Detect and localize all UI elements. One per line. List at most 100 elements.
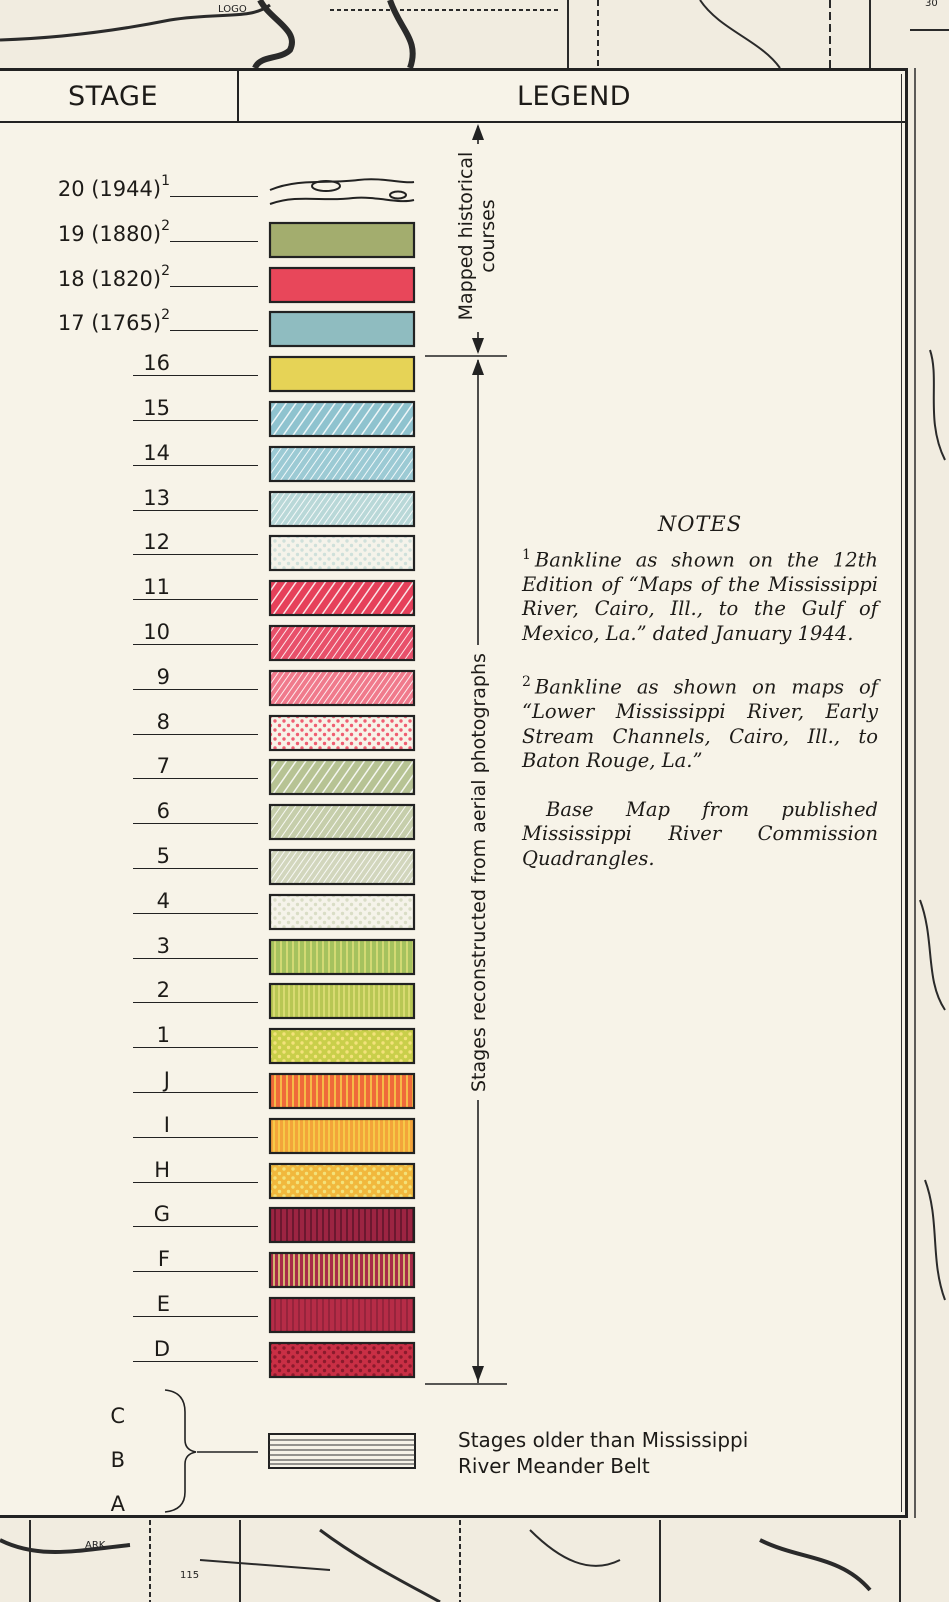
stage-swatch-3 (268, 938, 416, 975)
stage-swatch-19 (268, 221, 416, 258)
stage-label-older-c: C (110, 1404, 125, 1428)
stage-swatch-16 (268, 356, 416, 393)
leader-line (133, 1136, 258, 1138)
map-corner-number: 30 (925, 0, 938, 9)
leader-line (133, 1226, 258, 1228)
stage-swatch-2 (268, 983, 416, 1020)
stage-label-19: 19 (1880)2 (57, 217, 170, 246)
note-1: 1 Bankline as shown on the 12th Edition o… (522, 546, 878, 645)
stage-swatch-11 (268, 580, 416, 617)
stage-label-3: 3 (156, 933, 170, 958)
stage-swatch-i (268, 1117, 416, 1154)
stage-label-13: 13 (143, 485, 170, 510)
stage-label-9: 9 (156, 664, 170, 689)
legend-header: LEGEND (517, 81, 632, 112)
leader-line (133, 957, 258, 959)
stage-swatch-j (268, 1072, 416, 1110)
older-stages-description: Stages older than Mississippi River Mean… (458, 1428, 749, 1478)
header-divider (0, 121, 905, 123)
stage-swatch-13 (268, 490, 416, 527)
stage-label-e: E (156, 1292, 170, 1316)
stage-swatch-4 (268, 893, 416, 930)
stage-label-j: J (163, 1068, 170, 1092)
leader-line (133, 823, 258, 825)
leader-line (133, 912, 258, 914)
stage-swatch-17 (268, 311, 416, 348)
leader-line (133, 644, 258, 645)
stage-swatch-e (268, 1296, 416, 1334)
leader-line (133, 599, 258, 601)
stage-label-older-a: A (110, 1492, 125, 1516)
header-column-divider (237, 71, 239, 121)
map-label-bottom: ARK (85, 1540, 106, 1551)
stage-label-11: 11 (143, 575, 170, 600)
stage-label-d: D (153, 1336, 170, 1361)
stage-label-17: 17 (1765)2 (57, 307, 170, 336)
leader-line (170, 196, 258, 197)
stage-label-8: 8 (156, 709, 170, 734)
mapped-courses-label: Mapped historical courses (455, 151, 499, 321)
leader-line (170, 330, 258, 332)
stage-swatch-9 (268, 669, 416, 706)
note-2: 2 Bankline as shown on maps of “Lower Mis… (522, 674, 878, 772)
stage-label-h: H (154, 1157, 170, 1182)
stage-label-15: 15 (143, 396, 170, 420)
leader-line (133, 1316, 258, 1317)
stage-swatch-18 (268, 266, 416, 303)
stage-swatch-7 (268, 759, 416, 796)
stage-swatch-g (268, 1207, 416, 1244)
stage-swatch-6 (268, 804, 416, 841)
older-stages-brace (164, 1389, 197, 1513)
stage-label-older-b: B (110, 1448, 125, 1472)
map-label-top: LOGO (218, 4, 247, 15)
stage-label-2: 2 (156, 978, 170, 1003)
stage-label-i: I (163, 1112, 170, 1137)
leader-line (133, 464, 258, 466)
legend-panel: STAGE LEGEND (0, 68, 908, 1518)
leader-line (133, 1047, 258, 1049)
map-bottom-number: 115 (180, 1570, 199, 1581)
stage-label-14: 14 (143, 440, 170, 465)
stage-swatch-12 (268, 535, 416, 572)
leader-line (133, 868, 258, 869)
stage-label-18: 18 (1820)2 (57, 262, 170, 291)
stage-label-7: 7 (156, 754, 170, 779)
leader-line (133, 1181, 258, 1183)
stage-label-6: 6 (156, 799, 170, 824)
stage-swatch-h (268, 1162, 416, 1199)
stage-swatch-15 (268, 400, 416, 438)
leader-line (133, 688, 258, 690)
stage-swatch-20 (269, 178, 415, 205)
leader-line (133, 778, 258, 780)
leader-line (133, 1092, 258, 1093)
stage-label-1: 1 (156, 1023, 170, 1048)
leader-line (133, 1271, 258, 1273)
stage-swatch-1 (268, 1028, 416, 1065)
leader-line (133, 420, 258, 421)
notes-block: NOTES 1 Bankline as shown on the 12th Edi… (522, 512, 878, 895)
leader-line (133, 733, 258, 735)
older-stages-swatch (268, 1433, 416, 1469)
stage-label-20: 20 (1944)1 (57, 173, 170, 201)
leader-line (133, 509, 258, 511)
stage-label-10: 10 (143, 620, 170, 644)
stage-swatch-14 (268, 445, 416, 482)
stage-label-12: 12 (143, 530, 170, 555)
leader-line (133, 375, 258, 377)
note-3: Base Map from published Mississippi Rive… (522, 797, 878, 870)
stage-swatch-8 (268, 714, 416, 751)
stage-label-4: 4 (156, 888, 170, 913)
leader-line (133, 554, 258, 556)
stage-header: STAGE (68, 81, 159, 112)
notes-title: NOTES (657, 512, 743, 536)
stage-swatch-10 (268, 624, 416, 662)
reconstructed-stages-label: Stages reconstructed from aerial photogr… (468, 653, 490, 1092)
stage-label-16: 16 (143, 351, 170, 376)
leader-line (133, 1002, 258, 1004)
leader-line (170, 240, 258, 242)
stage-label-g: G (153, 1202, 170, 1227)
stage-label-5: 5 (156, 844, 170, 868)
stage-swatch-d (268, 1341, 416, 1378)
leader-line (133, 1360, 258, 1362)
